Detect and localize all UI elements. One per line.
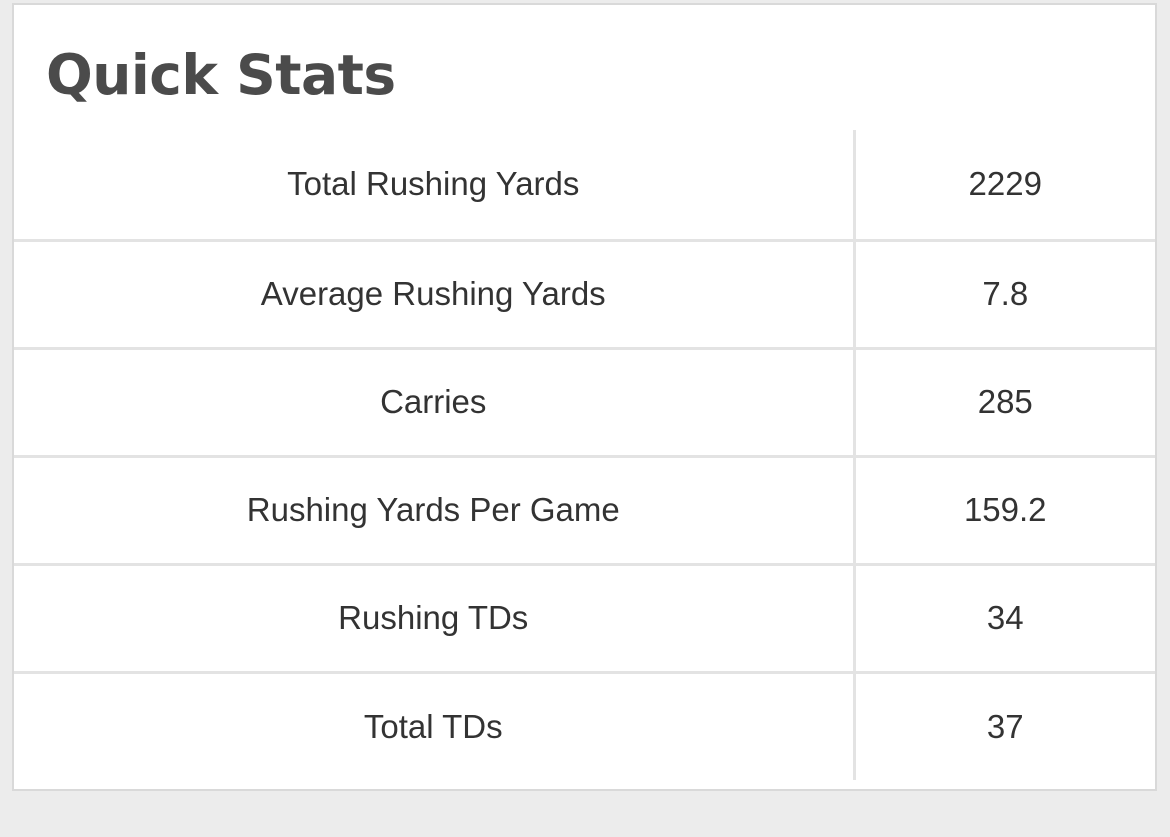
table-row: Rushing Yards Per Game 159.2 [14,454,1155,564]
card-title: Quick Stats [46,43,396,107]
stat-value: 34 [854,562,1155,672]
table-row: Total Rushing Yards 2229 [14,130,1155,240]
stat-label: Carries [14,346,856,456]
table-row: Total TDs 37 [14,670,1155,780]
stats-table: Total Rushing Yards 2229 Average Rushing… [14,130,1155,780]
table-row: Carries 285 [14,346,1155,456]
table-row: Rushing TDs 34 [14,562,1155,672]
quick-stats-card: Quick Stats Total Rushing Yards 2229 Ave… [12,3,1157,791]
stat-label: Total Rushing Yards [14,130,856,240]
stat-label: Rushing Yards Per Game [14,454,856,564]
stat-value: 285 [854,346,1155,456]
stat-label: Total TDs [14,670,856,780]
stat-label: Average Rushing Yards [14,238,856,348]
stat-value: 7.8 [854,238,1155,348]
stat-value: 2229 [968,165,1042,203]
stat-value: 37 [854,670,1155,780]
stat-value: 159.2 [854,454,1155,564]
stat-label: Rushing TDs [14,562,856,672]
card-header: Quick Stats [14,5,1155,130]
table-row: Average Rushing Yards 7.8 [14,238,1155,348]
